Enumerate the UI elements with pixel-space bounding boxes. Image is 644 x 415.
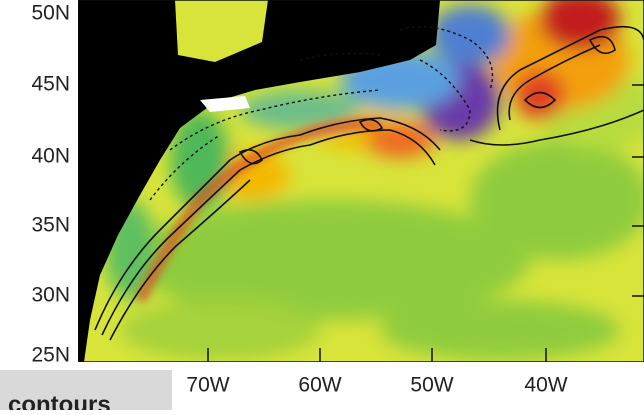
longitude-label: 60W xyxy=(298,374,341,397)
latitude-label: 25N xyxy=(31,344,70,367)
map-area xyxy=(78,0,644,362)
latitude-label: 50N xyxy=(31,2,70,25)
caption: contours xyxy=(8,391,111,410)
latitude-labels: 50N 45N 40N 35N 30N 25N xyxy=(31,2,70,367)
latitude-label: 45N xyxy=(31,73,70,96)
latitude-label: 30N xyxy=(31,284,70,307)
latitude-label: 40N xyxy=(31,145,70,168)
longitude-label: 50W xyxy=(410,374,453,397)
page: 50N 45N 40N 35N 30N 25N 70W 60W 50W 40W contours… xyxy=(0,0,644,410)
longitude-label: 40W xyxy=(524,374,567,397)
longitude-label: 70W xyxy=(186,374,229,397)
latitude-label: 35N xyxy=(31,214,70,237)
longitude-labels: 70W 60W 50W 40W xyxy=(186,374,567,397)
map-figure: 50N 45N 40N 35N 30N 25N 70W 60W 50W 40W contours xyxy=(0,0,644,410)
